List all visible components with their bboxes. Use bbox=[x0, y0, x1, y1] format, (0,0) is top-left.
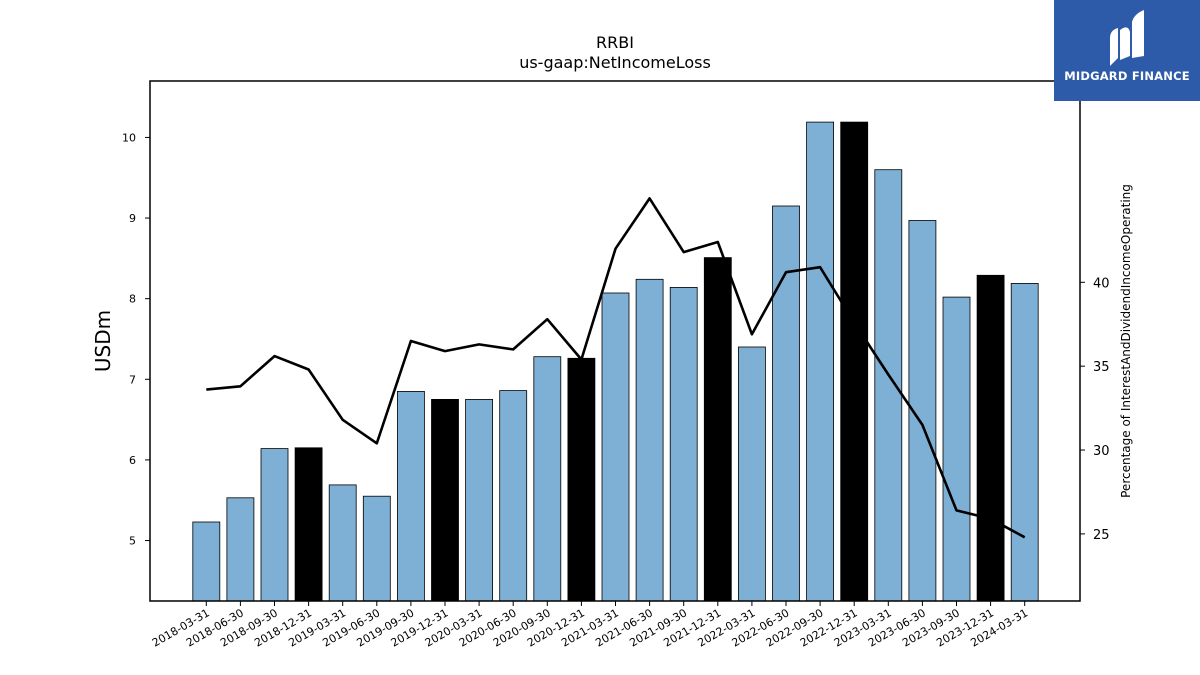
bar-2021-12-31 bbox=[703, 257, 732, 602]
x-axis: 2018-03-312018-06-302018-09-302018-12-31… bbox=[150, 601, 1030, 650]
midgard-logo-icon bbox=[1110, 10, 1144, 66]
bar-2018-12-31 bbox=[294, 447, 323, 602]
brand-name: MIDGARD FINANCE bbox=[1064, 69, 1190, 83]
y-tick-label: 8 bbox=[129, 293, 136, 306]
y-tick-label: 5 bbox=[129, 535, 136, 548]
bar-2024-03-31 bbox=[1010, 282, 1039, 602]
y-tick-label: 7 bbox=[129, 373, 136, 386]
bar-2019-09-30 bbox=[396, 390, 425, 602]
bar-2023-12-31 bbox=[976, 274, 1005, 602]
bar-2021-03-31 bbox=[601, 292, 630, 602]
y-axis-left: 5 6 7 8 9 10 bbox=[122, 131, 150, 548]
y-axis-label: USDm bbox=[91, 310, 115, 372]
chart-subtitle: us-gaap:NetIncomeLoss bbox=[519, 53, 711, 72]
bar-2020-12-31 bbox=[567, 357, 596, 602]
brand-logo: MIDGARD FINANCE bbox=[1054, 0, 1200, 101]
bar-2022-12-31 bbox=[840, 121, 869, 602]
bar-2023-09-30 bbox=[942, 296, 971, 602]
y-tick-label: 6 bbox=[129, 454, 136, 467]
bar-2022-09-30 bbox=[806, 121, 834, 602]
y2-tick-label: 25 bbox=[1093, 528, 1110, 543]
bar-2023-03-31 bbox=[874, 169, 903, 602]
bar-2018-09-30 bbox=[260, 448, 289, 602]
bar-2021-06-30 bbox=[635, 278, 664, 602]
bar-2019-06-30 bbox=[362, 495, 391, 602]
bar-2019-03-31 bbox=[328, 484, 357, 602]
y-axis-right: 25 30 35 40 bbox=[1080, 276, 1110, 543]
bar-2019-12-31 bbox=[431, 398, 459, 602]
line-series bbox=[206, 197, 1026, 539]
bar-2018-06-30 bbox=[226, 497, 255, 602]
y2-tick-label: 30 bbox=[1093, 444, 1110, 459]
bar-2020-09-30 bbox=[533, 356, 562, 602]
y-tick-label: 10 bbox=[122, 131, 136, 144]
y2-tick-label: 40 bbox=[1093, 276, 1110, 291]
bar-series bbox=[192, 121, 1039, 602]
bar-2022-03-31 bbox=[738, 346, 766, 602]
chart-title: RRBI bbox=[596, 33, 634, 52]
bar-2020-06-30 bbox=[499, 390, 528, 602]
bar-2020-03-31 bbox=[465, 398, 494, 602]
line-percentage bbox=[206, 197, 1026, 539]
y2-tick-label: 35 bbox=[1093, 360, 1110, 375]
bar-2022-06-30 bbox=[772, 205, 800, 602]
bar-2021-09-30 bbox=[669, 286, 698, 602]
bar-2018-03-31 bbox=[192, 521, 221, 602]
y-tick-label: 9 bbox=[129, 212, 136, 225]
y2-axis-label: Percentage of InterestAndDividendIncomeO… bbox=[1119, 184, 1133, 498]
